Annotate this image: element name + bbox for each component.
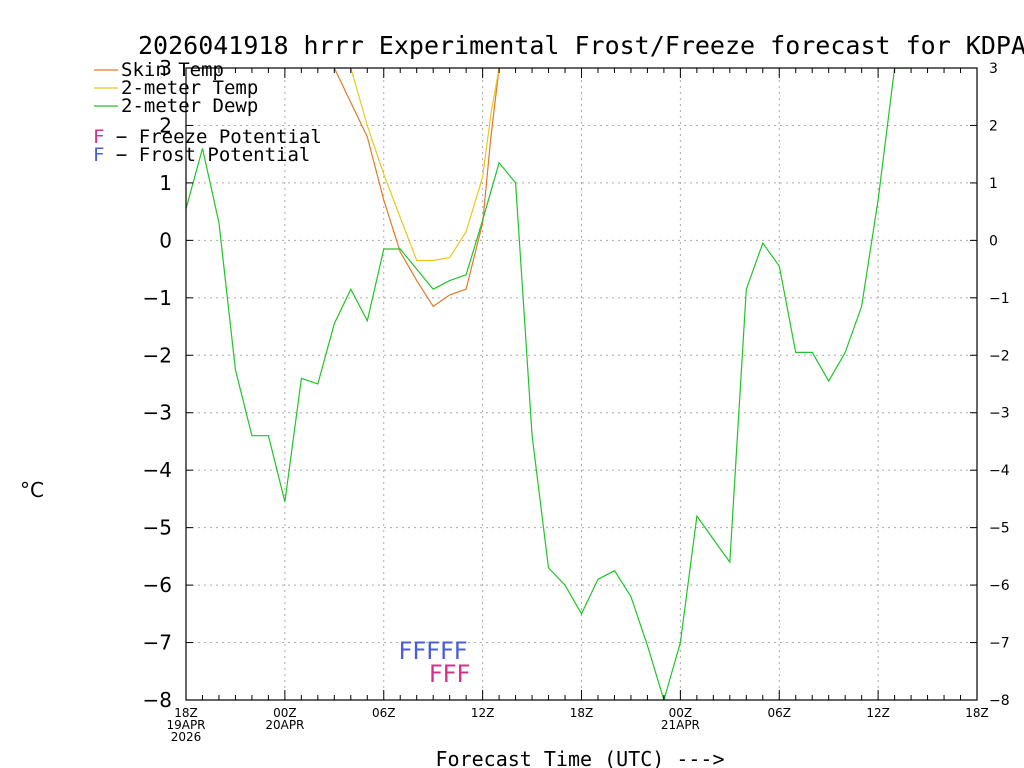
y-tick-label-right: 1 <box>989 176 998 192</box>
potential-legend-letter: F <box>93 144 104 166</box>
series-line-2-meter-dewp <box>186 68 912 700</box>
y-tick-label-right: −3 <box>989 406 1010 422</box>
x-tick-label: 12Z <box>866 706 890 720</box>
x-tick-label: 00Z <box>669 706 693 720</box>
y-tick-label: −1 <box>143 286 172 310</box>
y-axis-label: °C <box>20 478 44 502</box>
legend-label: 2-meter Dewp <box>121 95 258 117</box>
x-tick-label: 2026 <box>171 730 202 744</box>
x-tick-label: 18Z <box>570 706 594 720</box>
series-lines <box>186 68 912 700</box>
x-tick-label: 18Z <box>965 706 989 720</box>
x-tick-label: 00Z <box>273 706 297 720</box>
x-tick-label: 06Z <box>372 706 396 720</box>
y-tick-label-right: −1 <box>989 291 1010 307</box>
y-tick-label: −7 <box>143 631 172 655</box>
y-tick-label: 2 <box>159 113 172 137</box>
series-line-2-meter-temp <box>350 68 500 262</box>
potential-legend-text: − Frost Potential <box>104 144 310 166</box>
y-tick-label-right: −5 <box>989 521 1010 537</box>
x-tick-label: 20APR <box>265 718 304 732</box>
potential-legend-letter: F <box>93 126 104 148</box>
x-axis-label: Forecast Time (UTC) ---> <box>436 747 725 768</box>
x-tick-label: 19APR <box>166 718 205 732</box>
y-tick-label: −4 <box>143 458 172 482</box>
y-tick-label: −2 <box>143 343 172 367</box>
y-tick-label: −6 <box>143 573 172 597</box>
y-tick-label: −8 <box>143 688 172 712</box>
y-tick-label: −5 <box>143 516 172 540</box>
y-tick-label-right: −8 <box>989 693 1010 709</box>
y-tick-label-right: −4 <box>989 463 1010 479</box>
x-tick-label: 21APR <box>661 718 700 732</box>
y-tick-label-right: 3 <box>989 61 998 77</box>
y-tick-label-right: 2 <box>989 118 998 134</box>
legend-label: 2-meter Temp <box>121 77 258 99</box>
chart-title: 2026041918 hrrr Experimental Frost/Freez… <box>138 31 1024 60</box>
y-tick-label-right: 0 <box>989 233 998 249</box>
potential-legend-item: F − Freeze Potential <box>93 126 322 148</box>
y-tick-label-right: −6 <box>989 578 1010 594</box>
y-tick-label-right: −7 <box>989 636 1010 652</box>
tick-labels: 3 3 2 2 1 1 0 0 −1 −1 −2 −2 −3 −3 −4 −4 −5 −5 −6 −6 −7 −7 −8 −8… <box>143 56 1010 744</box>
freeze-potential-flags: FFF <box>429 660 470 688</box>
potential-legend-item: F − Frost Potential <box>93 144 310 166</box>
y-tick-label: 0 <box>159 228 172 252</box>
x-tick-label: 18Z <box>174 706 198 720</box>
series-line-skin-temp <box>333 68 500 308</box>
legend-label: Skin Temp <box>121 59 224 81</box>
y-tick-label: 3 <box>159 56 172 80</box>
y-tick-label: 1 <box>159 171 172 195</box>
axis-ticks <box>185 67 978 701</box>
x-tick-label: 12Z <box>471 706 495 720</box>
frost-potential-flags: FFFFF <box>399 637 468 665</box>
potential-legend-text: − Freeze Potential <box>104 126 321 148</box>
y-tick-label: −3 <box>143 401 172 425</box>
y-tick-label-right: −2 <box>989 348 1010 364</box>
x-tick-label: 06Z <box>768 706 792 720</box>
